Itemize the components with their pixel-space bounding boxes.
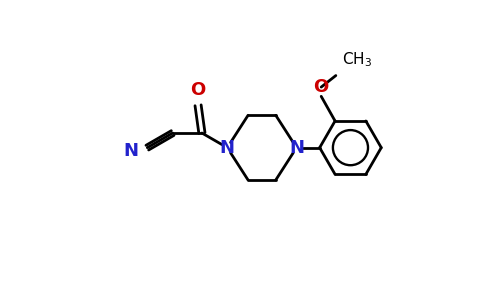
Text: N: N [123, 142, 138, 160]
Text: O: O [314, 78, 329, 96]
Text: N: N [220, 139, 235, 157]
Text: O: O [190, 81, 206, 99]
Text: N: N [289, 139, 304, 157]
Text: CH$_3$: CH$_3$ [342, 51, 372, 69]
